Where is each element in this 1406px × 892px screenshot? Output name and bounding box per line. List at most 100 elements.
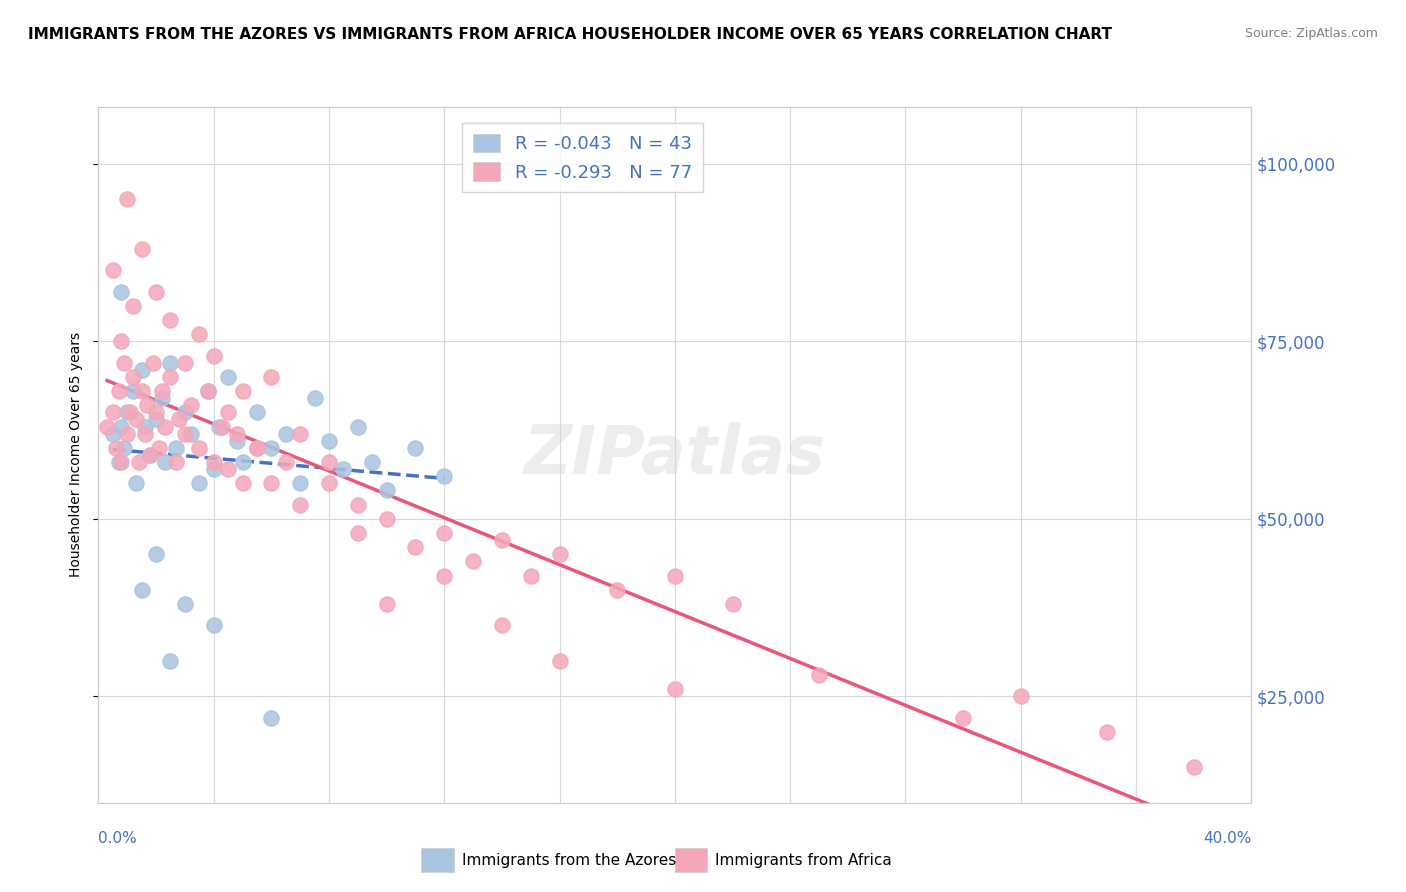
- Text: 0.0%: 0.0%: [98, 830, 138, 846]
- Point: [520, 568, 543, 582]
- Point: [491, 618, 513, 632]
- Point: [304, 391, 326, 405]
- Legend: R = -0.043   N = 43, R = -0.293   N = 77: R = -0.043 N = 43, R = -0.293 N = 77: [463, 123, 703, 193]
- Point: [664, 682, 686, 697]
- Point: [107, 384, 129, 398]
- Point: [122, 299, 145, 313]
- Point: [952, 710, 974, 724]
- Point: [346, 526, 368, 541]
- Text: Source: ZipAtlas.com: Source: ZipAtlas.com: [1244, 27, 1378, 40]
- Point: [148, 441, 170, 455]
- Point: [131, 242, 153, 256]
- FancyBboxPatch shape: [675, 848, 707, 872]
- Point: [136, 398, 159, 412]
- Point: [153, 419, 176, 434]
- Point: [260, 476, 283, 491]
- Point: [346, 498, 368, 512]
- Point: [117, 405, 139, 419]
- Point: [145, 285, 167, 299]
- Point: [128, 455, 150, 469]
- Point: [117, 426, 139, 441]
- Point: [150, 391, 173, 405]
- Point: [375, 512, 398, 526]
- Point: [318, 455, 340, 469]
- Point: [246, 405, 269, 419]
- Point: [290, 476, 312, 491]
- Point: [1182, 760, 1205, 774]
- Point: [174, 597, 197, 611]
- Point: [120, 405, 142, 419]
- Point: [260, 710, 283, 724]
- Point: [167, 412, 190, 426]
- Point: [96, 419, 118, 434]
- Point: [246, 441, 269, 455]
- Point: [122, 384, 145, 398]
- Point: [139, 448, 162, 462]
- Point: [491, 533, 513, 548]
- Point: [159, 654, 181, 668]
- Point: [202, 349, 225, 363]
- Point: [101, 405, 124, 419]
- Point: [664, 568, 686, 582]
- Point: [134, 426, 156, 441]
- Point: [405, 441, 427, 455]
- Point: [188, 476, 211, 491]
- Point: [159, 313, 181, 327]
- Point: [1097, 724, 1119, 739]
- Point: [101, 263, 124, 277]
- Point: [131, 384, 153, 398]
- Point: [150, 384, 173, 398]
- Point: [112, 441, 135, 455]
- Point: [142, 356, 165, 370]
- Point: [153, 455, 176, 469]
- Point: [375, 483, 398, 498]
- Point: [188, 327, 211, 342]
- Point: [145, 405, 167, 419]
- Text: ZIPatlas: ZIPatlas: [524, 422, 825, 488]
- Point: [225, 434, 247, 448]
- Point: [318, 434, 340, 448]
- Point: [197, 384, 219, 398]
- Point: [174, 356, 197, 370]
- Point: [125, 476, 148, 491]
- Point: [101, 426, 124, 441]
- Point: [188, 441, 211, 455]
- Point: [405, 540, 427, 554]
- Point: [117, 192, 139, 206]
- Point: [274, 426, 297, 441]
- Point: [110, 285, 132, 299]
- Point: [125, 412, 148, 426]
- Point: [107, 455, 129, 469]
- Point: [433, 526, 456, 541]
- Point: [110, 455, 132, 469]
- Point: [122, 369, 145, 384]
- Point: [112, 356, 135, 370]
- Point: [721, 597, 744, 611]
- Point: [217, 462, 239, 476]
- Point: [433, 568, 456, 582]
- Point: [274, 455, 297, 469]
- Point: [361, 455, 384, 469]
- Point: [246, 441, 269, 455]
- Point: [346, 419, 368, 434]
- Point: [260, 441, 283, 455]
- Text: IMMIGRANTS FROM THE AZORES VS IMMIGRANTS FROM AFRICA HOUSEHOLDER INCOME OVER 65 : IMMIGRANTS FROM THE AZORES VS IMMIGRANTS…: [28, 27, 1112, 42]
- Point: [145, 547, 167, 561]
- Point: [174, 405, 197, 419]
- Point: [104, 441, 127, 455]
- Point: [225, 426, 247, 441]
- Point: [202, 455, 225, 469]
- Point: [461, 554, 484, 568]
- Point: [211, 419, 233, 434]
- Point: [375, 597, 398, 611]
- Point: [231, 384, 254, 398]
- Point: [180, 426, 202, 441]
- Point: [807, 668, 830, 682]
- Point: [217, 369, 239, 384]
- Point: [1010, 690, 1032, 704]
- Point: [231, 476, 254, 491]
- Point: [131, 362, 153, 376]
- Point: [290, 426, 312, 441]
- Point: [217, 405, 239, 419]
- Point: [145, 412, 167, 426]
